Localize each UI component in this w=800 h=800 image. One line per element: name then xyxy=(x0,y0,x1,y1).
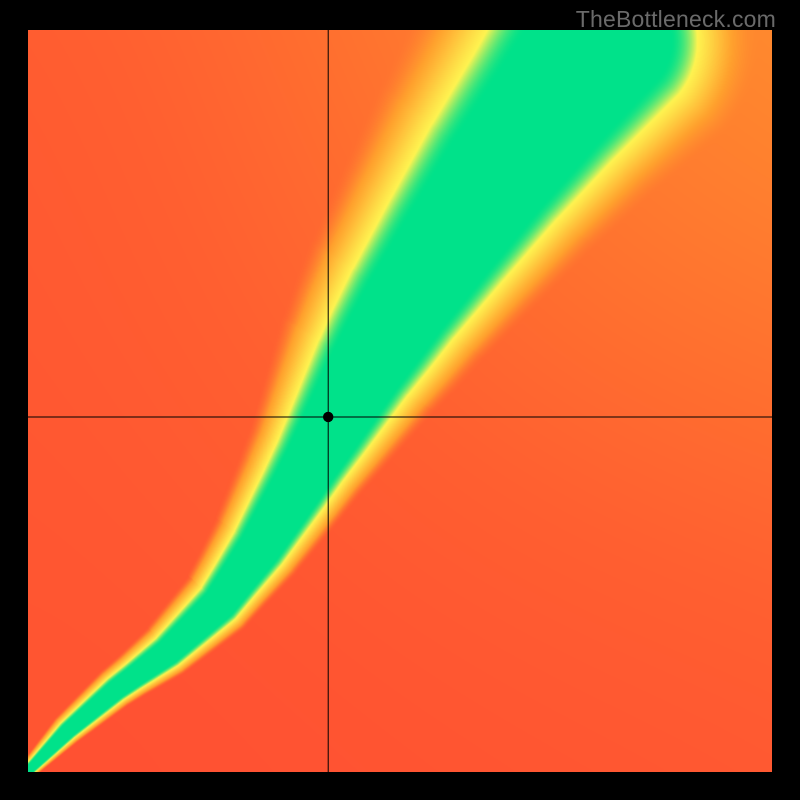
chart-root: TheBottleneck.com xyxy=(0,0,800,800)
heatmap-canvas xyxy=(28,30,772,772)
watermark-text: TheBottleneck.com xyxy=(576,6,776,33)
